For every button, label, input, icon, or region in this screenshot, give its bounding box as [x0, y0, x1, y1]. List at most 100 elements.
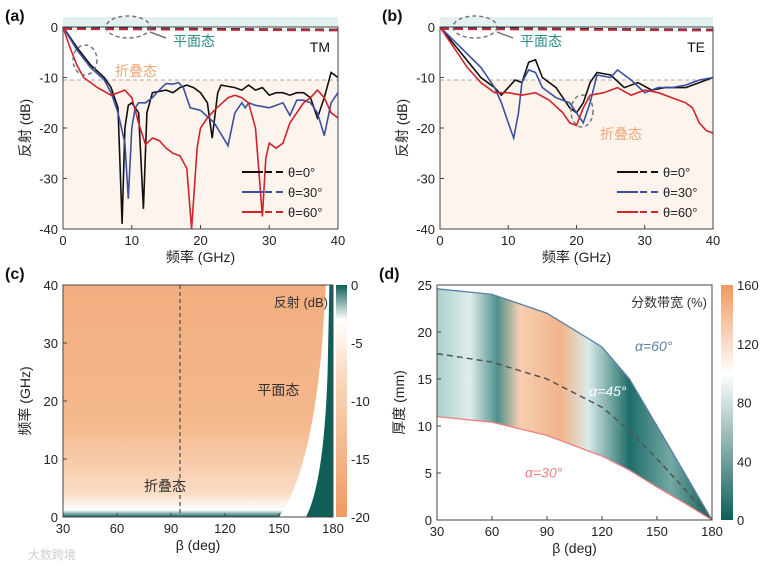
flat-state-dashed-line — [62, 27, 339, 31]
x-tick-label: 0 — [59, 233, 66, 248]
legend-label: θ=30° — [288, 185, 322, 200]
y-tick-label: 0 — [51, 510, 58, 525]
series-line-θ=0° — [439, 26, 714, 114]
heatmap-background — [63, 285, 333, 517]
x-axis-label: β (deg) — [176, 537, 221, 553]
heatmap-flat-region-white — [279, 285, 333, 517]
x-tick-label: 30 — [638, 233, 652, 248]
colorbar-tick-label: -20 — [351, 510, 370, 525]
x-tick-label: 60 — [110, 521, 124, 536]
colorbar-tick-label: -5 — [351, 336, 363, 351]
x-tick-label: 20 — [569, 233, 583, 248]
y-tick-label: 0 — [425, 513, 432, 528]
legend-label: θ=60° — [288, 205, 322, 220]
legend-label: θ=0° — [663, 165, 690, 180]
flat-state-label: 平面态 — [173, 33, 215, 49]
folded-state-ellipse — [72, 44, 98, 76]
panel-label: (c) — [5, 266, 25, 283]
arrow-icon — [496, 31, 514, 39]
heatmap-region — [437, 288, 712, 520]
heatmap-title: 分数带宽 (%) — [631, 295, 707, 310]
series-line-θ=60° — [62, 26, 339, 230]
heatmap-flat-region-teal — [306, 285, 333, 517]
x-tick-label: 30 — [430, 524, 444, 539]
colorbar-tick-label: -15 — [351, 452, 370, 467]
y-tick-label: -20 — [39, 121, 58, 136]
y-axis-label: 反射 (dB) — [17, 99, 33, 157]
legend-label: θ=60° — [663, 205, 697, 220]
x-axis-label: 频率 (GHz) — [542, 249, 611, 265]
y-axis-label: 反射 (dB) — [394, 99, 410, 157]
y-tick-label: -10 — [416, 71, 435, 86]
alpha-45-label: α=45° — [589, 383, 627, 399]
series-line-θ=30° — [439, 26, 714, 142]
y-tick-label: 25 — [418, 278, 432, 293]
flat-state-band — [63, 17, 338, 27]
x-tick-label: 10 — [501, 233, 515, 248]
x-tick-label: 120 — [591, 524, 613, 539]
alpha-30-label: α=30° — [525, 465, 563, 481]
x-tick-label: 30 — [56, 521, 70, 536]
x-tick-label: 40 — [331, 233, 345, 248]
alpha-60-label: α=60° — [635, 338, 673, 354]
watermark: 大数跨境 — [28, 547, 76, 562]
colorbar-tick-label: -10 — [351, 394, 370, 409]
y-tick-label: -30 — [416, 172, 435, 187]
colorbar-tick-label: 40 — [737, 454, 751, 469]
x-axis-label: 频率 (GHz) — [166, 249, 235, 265]
y-tick-label: -40 — [416, 222, 435, 237]
y-axis-label: 厚度 (mm) — [391, 370, 407, 435]
y-tick-label: 20 — [44, 394, 58, 409]
x-tick-label: 90 — [540, 524, 554, 539]
series-line-θ=60° — [439, 26, 714, 134]
colorbar-tick-label: 0 — [737, 513, 744, 528]
x-axis-label: β (deg) — [552, 540, 597, 556]
mode-label: TM — [310, 39, 330, 55]
y-tick-label: 0 — [428, 20, 435, 35]
x-tick-label: 30 — [262, 233, 276, 248]
folded-state-ellipse — [570, 94, 594, 128]
y-axis-label: 频率 (GHz) — [17, 366, 33, 435]
series-line-θ=0° — [62, 26, 339, 224]
y-tick-label: -10 — [39, 71, 58, 86]
colorbar-tick-label: 0 — [351, 278, 358, 293]
x-tick-label: 180 — [701, 524, 723, 539]
x-tick-label: 40 — [706, 233, 720, 248]
boundary-α=30° — [436, 415, 713, 521]
legend-label: θ=0° — [288, 165, 315, 180]
x-tick-label: 20 — [193, 233, 207, 248]
flat-state-dashed-line — [62, 28, 339, 32]
colorbar-tick-label: 80 — [737, 396, 751, 411]
legend-label: θ=30° — [663, 185, 697, 200]
y-tick-label: 30 — [44, 336, 58, 351]
x-tick-label: 0 — [436, 233, 443, 248]
y-tick-label: -20 — [416, 121, 435, 136]
y-tick-label: 5 — [425, 466, 432, 481]
heatmap-title: 反射 (dB) — [274, 295, 328, 310]
y-tick-label: 15 — [418, 372, 432, 387]
x-tick-label: 150 — [268, 521, 290, 536]
flat-state-dashed-line — [439, 28, 714, 32]
colorbar — [336, 285, 347, 517]
flat-state-dashed-line — [62, 27, 339, 31]
boundary-α=60° — [436, 288, 713, 521]
x-tick-label: 150 — [646, 524, 668, 539]
y-tick-label: 10 — [44, 452, 58, 467]
x-tick-label: 60 — [485, 524, 499, 539]
colorbar-tick-label: 120 — [737, 337, 759, 352]
y-tick-label: -30 — [39, 172, 58, 187]
panel-label: (a) — [5, 8, 25, 25]
x-tick-label: 90 — [164, 521, 178, 536]
folded-state-band — [440, 80, 713, 230]
folded-state-band — [63, 80, 338, 230]
y-tick-label: 0 — [51, 20, 58, 35]
mode-label: TE — [687, 39, 705, 55]
colorbar — [721, 285, 733, 520]
x-tick-label: 120 — [214, 521, 236, 536]
folded-state-label: 折叠态 — [600, 126, 642, 142]
y-tick-label: -40 — [39, 222, 58, 237]
y-tick-label: 10 — [418, 419, 432, 434]
folded-state-label: 折叠态 — [144, 478, 186, 494]
arrow-icon — [149, 31, 167, 39]
series-line-θ=30° — [62, 26, 339, 199]
